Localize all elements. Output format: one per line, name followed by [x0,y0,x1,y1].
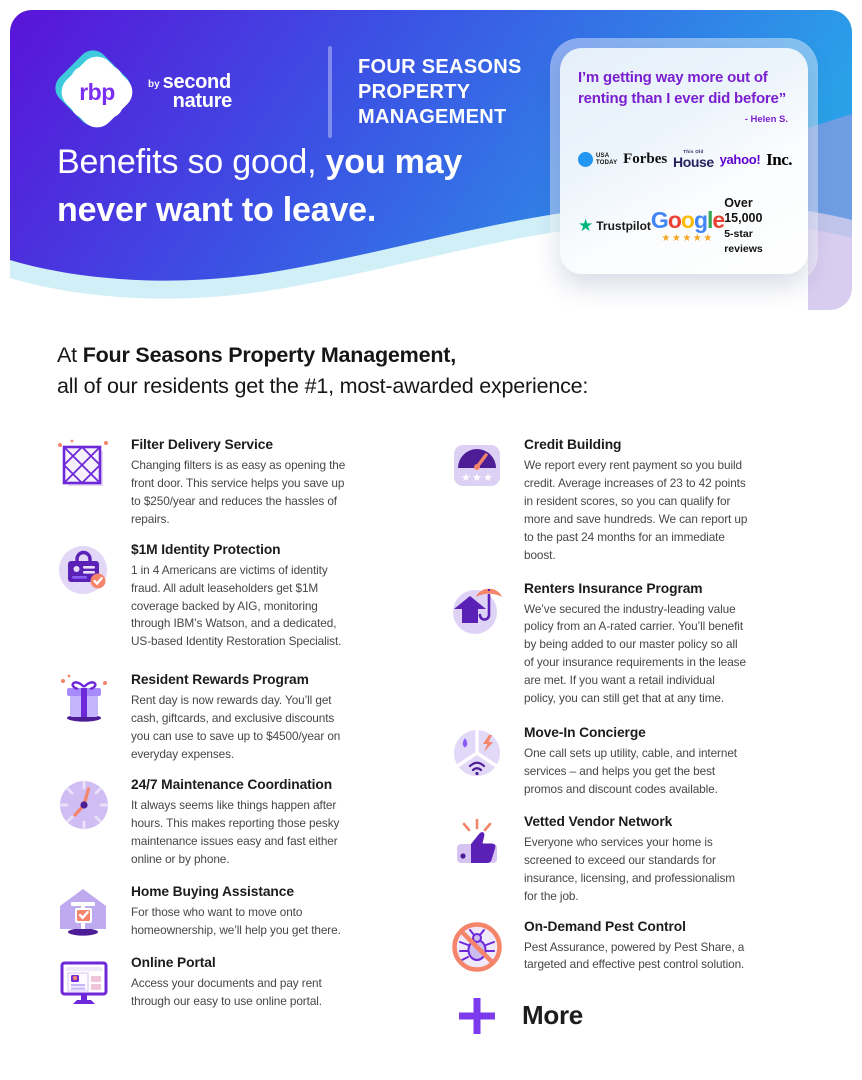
testimonial-card-ring: I’m getting way more out of renting than… [550,38,818,284]
benefit-online-portal: Online Portal Access your documents and … [57,955,349,1015]
rbp-logo-text: rbp [79,78,115,105]
clock-icon [57,777,115,869]
media-logos-row: USA TODAY Forbes This Old House yahoo! I… [578,149,792,170]
svg-text:★: ★ [483,472,493,484]
benefit-identity-protection: $1M Identity Protection 1 in 4 Americans… [57,542,349,652]
yahoo-logo: yahoo! [719,152,761,168]
hero-headline: Benefits so good, you may never want to … [57,143,463,229]
benefit-body: Changing filters is as easy as opening t… [131,458,346,526]
benefit-title: Filter Delivery Service [131,437,273,452]
testimonial-quote: I’m getting way more out of renting than… [578,69,786,107]
usa-today-text: USA TODAY [596,153,618,166]
benefit-body: Access your documents and pay rent throu… [131,975,322,1008]
umbrella-home-icon [450,581,508,709]
benefit-title: 24/7 Maintenance Coordination [131,776,333,792]
plus-icon [459,997,495,1034]
more-row: More [456,995,748,1037]
reviews-row: ★ Trustpilot Google ★★★★★ Over 15,000 5-… [578,196,792,256]
this-old-house-logo: This Old House [673,149,714,171]
benefit-title: Credit Building [524,437,622,452]
benefit-body: For those who want to move onto homeowne… [131,904,341,937]
filter-icon [57,437,115,529]
benefit-title: Resident Rewards Program [131,672,309,688]
benefit-renters-insurance: Renters Insurance Program We’ve secured … [450,581,748,709]
benefit-title: On-Demand Pest Control [524,918,686,934]
benefit-filter-delivery: Filter Delivery Service Changing filters… [57,437,349,529]
benefit-pest-control: On-Demand Pest Control Pest Assurance, p… [450,919,748,979]
intro-heading: At Four Seasons Property Management, all… [57,343,589,398]
benefit-move-in-concierge: Move-In Concierge One call sets up utili… [450,725,748,799]
google-stars-icon: ★★★★★ [661,232,714,244]
hero-header-row: rbp by second nature FOUR SEASONS PROPER… [49,44,522,138]
benefit-resident-rewards: Resident Rewards Program Rent day is now… [57,672,349,764]
trustpilot-star-icon: ★ [578,216,594,236]
monitor-portal-icon [57,955,115,1015]
second-nature-logo: by second nature [148,71,233,112]
forbes-logo: Forbes [623,151,668,168]
inc-logo: Inc. [766,149,792,169]
rbp-logo-white-shape2 [71,66,123,118]
benefits-column-left: Filter Delivery Service Changing filters… [57,437,349,1015]
benefit-body: Rent day is now rewards day. You’ll get … [131,693,341,762]
utilities-pie-icon [450,725,508,799]
thumbs-up-icon [450,814,508,906]
benefit-title: Move-In Concierge [524,725,646,741]
divider [328,46,332,138]
benefit-body: 1 in 4 Americans are victims of identity… [131,562,342,649]
benefit-body: It always seems like things happen after… [131,797,340,866]
home-sold-icon [57,884,115,944]
benefit-title: Home Buying Assistance [131,883,294,899]
benefit-body: We’ve secured the industry-leading value… [524,601,746,706]
testimonial-card: I’m getting way more out of renting than… [560,48,808,274]
more-label: More [522,1000,583,1031]
benefits-column-right: ★ ★ ★ Credit Building We report every re… [450,437,748,1037]
benefit-home-buying: Home Buying Assistance For those who wan… [57,884,349,944]
svg-text:★: ★ [461,472,471,484]
gift-icon [57,672,115,764]
benefit-body: One call sets up utility, cable, and int… [524,746,737,796]
benefit-title: Renters Insurance Program [524,580,703,596]
usa-today-logo: USA TODAY [578,152,618,168]
no-pests-icon [450,919,508,979]
identity-card-icon [57,542,115,652]
rbp-logo: rbp [49,44,140,135]
benefit-maintenance: 24/7 Maintenance Coordination It always … [57,777,349,869]
usa-today-circle-icon [578,152,593,168]
benefit-credit-building: ★ ★ ★ Credit Building We report every re… [450,437,748,565]
trustpilot-logo: ★ Trustpilot [578,216,651,236]
google-reviews-logo: Google ★★★★★ [650,206,725,244]
benefit-title: Online Portal [131,954,216,970]
svg-text:★: ★ [472,472,482,484]
testimonial-attribution: - Helen S. [744,114,788,126]
benefit-body: We report every rent payment so you buil… [524,458,748,562]
benefit-body: Everyone who services your home is scree… [524,834,735,903]
benefit-title: Vetted Vendor Network [524,813,673,829]
credit-gauge-icon: ★ ★ ★ [450,437,508,565]
benefit-body: Pest Assurance, powered by Pest Share, a… [524,939,745,972]
second-nature-wordmark: second nature [162,71,233,112]
google-logo: Google [650,206,725,233]
benefit-vetted-vendors: Vetted Vendor Network Everyone who servi… [450,814,748,906]
lavender-ribbon [808,114,852,310]
property-management-name: FOUR SEASONS PROPERTY MANAGEMENT [358,55,522,128]
review-count: Over 15,000 5-star reviews [724,196,763,256]
benefit-title: $1M Identity Protection [131,541,281,557]
by-label: by [148,79,160,90]
